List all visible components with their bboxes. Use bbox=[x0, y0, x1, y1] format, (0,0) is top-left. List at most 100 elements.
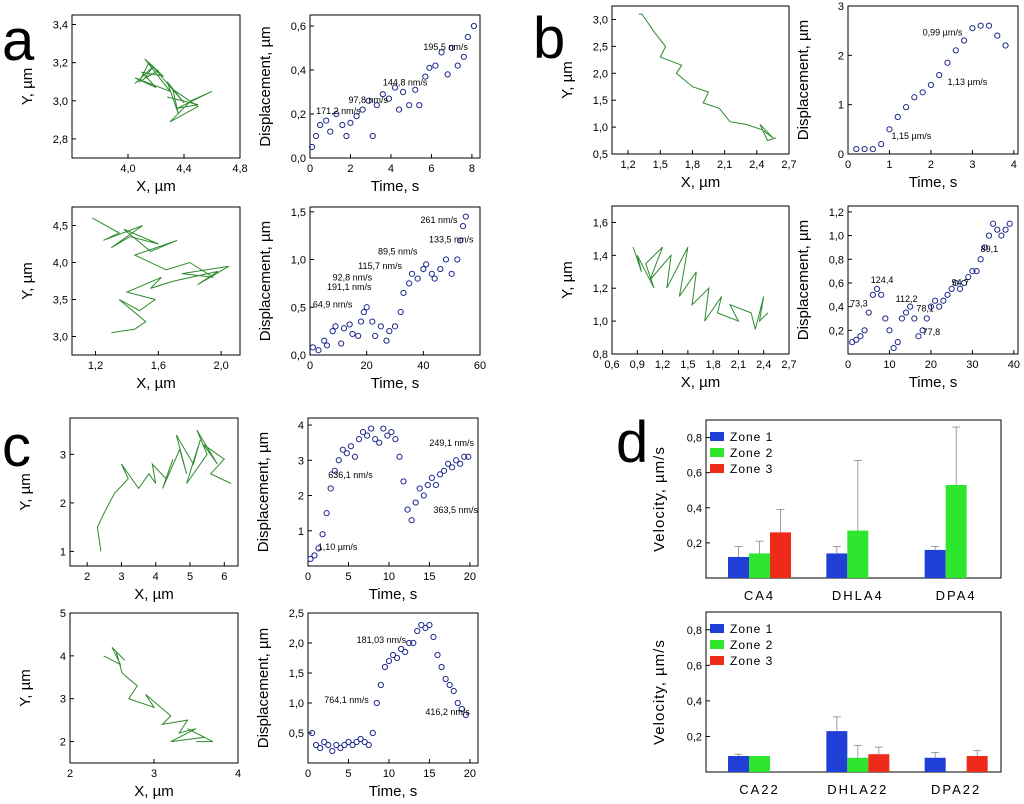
c-disp-1-data-point bbox=[372, 436, 379, 443]
c-disp-1-y-tick-label: 3 bbox=[298, 455, 304, 467]
a-disp-1-data-point bbox=[359, 106, 366, 113]
c-disp-1-data-point bbox=[323, 510, 330, 517]
a-disp-1-data-point bbox=[317, 121, 324, 129]
c-disp-1-data-point bbox=[396, 453, 403, 460]
c-disp-2-y-tick-label: 2,5 bbox=[289, 608, 304, 620]
b-disp-2-data-point bbox=[948, 285, 955, 292]
panel-label-b: b bbox=[533, 6, 566, 71]
a-disp-1-data-point bbox=[339, 121, 346, 129]
c-disp-2-data-point bbox=[402, 648, 409, 656]
c-disp-2-data-point bbox=[337, 744, 344, 752]
b-disp-2-velocity-annotation: 73,3 bbox=[850, 299, 868, 309]
b-disp-2-data-point bbox=[927, 303, 935, 310]
a-disp-2-data-point bbox=[414, 275, 421, 282]
a-disp-2-data-point bbox=[357, 318, 365, 325]
a-disp-2-data-point bbox=[391, 323, 399, 330]
c-disp-2-data-point bbox=[308, 729, 316, 737]
b-traj-2-plot-frame bbox=[611, 205, 790, 355]
c-disp-1-data-point bbox=[457, 460, 464, 467]
b-disp-2-x-tick-label: 20 bbox=[925, 359, 937, 371]
d-bar-2-bar bbox=[847, 757, 869, 772]
a-traj-2-x-tick-label: 1,2 bbox=[88, 360, 103, 372]
b-disp-1-velocity-annotation: 1,13 µm/s bbox=[948, 77, 988, 87]
b-disp-1-data-point bbox=[886, 126, 893, 133]
c-disp-1-data-point bbox=[347, 443, 355, 450]
b-traj-2-trajectory-line bbox=[632, 246, 769, 330]
c-disp-2-x-tick-label: 0 bbox=[305, 768, 311, 780]
c-disp-1-data-point bbox=[368, 425, 375, 432]
a-traj-2-y-tick-label: 3,5 bbox=[53, 295, 68, 307]
a-disp-1-y-tick-label: 0,6 bbox=[291, 21, 306, 33]
b-disp-1-velocity-annotation: 1,15 µm/s bbox=[892, 131, 932, 141]
c-disp-1-data-point bbox=[424, 481, 431, 489]
c-disp-2-velocity-annotation: 764,1 nm/s bbox=[324, 695, 369, 705]
c-disp-1-data-point bbox=[444, 460, 452, 467]
panel-label-d: d bbox=[616, 410, 649, 475]
a-disp-2-data-point bbox=[315, 347, 322, 354]
b-disp-2-y-tick-label: 0,8 bbox=[829, 254, 844, 266]
c-disp-2-data-point bbox=[389, 651, 397, 659]
b-disp-2-data-point bbox=[985, 232, 993, 239]
a-disp-2-data-point bbox=[377, 323, 384, 330]
a-traj-2-plot-frame bbox=[71, 206, 241, 356]
a-disp-2-velocity-annotation: 64,9 nm/s bbox=[313, 299, 353, 309]
b-traj-2-x-tick-label: 0,9 bbox=[630, 359, 645, 371]
c-disp-2-data-point bbox=[312, 741, 320, 749]
a-disp-1-data-point bbox=[399, 88, 407, 96]
a-disp-2-data-point bbox=[309, 344, 316, 351]
c-disp-2-data-point bbox=[377, 681, 384, 689]
b-disp-1-x-tick-label: 3 bbox=[969, 159, 975, 171]
c-disp-2-data-point bbox=[458, 705, 465, 713]
b-disp-1-y-tick-label: 0 bbox=[838, 149, 844, 161]
c-disp-1-velocity-annotation: 249,1 nm/s bbox=[429, 438, 474, 448]
c-traj-1-y-axis-label: Y, µm bbox=[17, 473, 34, 511]
b-traj-1-x-tick-label: 2,1 bbox=[717, 159, 732, 171]
d-bar-1-bar bbox=[924, 549, 946, 578]
c-disp-1-data-point bbox=[327, 485, 334, 492]
b-disp-2-x-tick-label: 10 bbox=[883, 359, 895, 371]
a-disp-1-data-point bbox=[347, 119, 354, 126]
c-disp-2-y-axis-label: Displacement, µm bbox=[255, 628, 272, 748]
b-disp-1-x-tick-label: 4 bbox=[1011, 159, 1017, 171]
b-disp-1-data-point bbox=[911, 94, 918, 101]
d-bar-2-category-label: CA22 bbox=[739, 782, 780, 797]
a-disp-2-data-point bbox=[338, 340, 345, 347]
b-disp-1-data-point bbox=[936, 71, 943, 79]
b-disp-2-x-tick-label: 40 bbox=[1008, 359, 1020, 371]
a-disp-2-data-point bbox=[323, 342, 331, 349]
c-disp-2-data-point bbox=[397, 645, 405, 653]
a-traj-1-trajectory-line bbox=[134, 58, 213, 123]
b-disp-1-y-tick-label: 1 bbox=[838, 100, 844, 112]
a-disp-1-data-point bbox=[454, 62, 461, 69]
a-disp-2-x-tick-label: 0 bbox=[307, 360, 313, 372]
d-bar-1-category-label: DHLA4 bbox=[832, 588, 884, 603]
a-disp-1-plot-frame bbox=[309, 14, 481, 159]
b-disp-2-data-point bbox=[898, 315, 906, 322]
d-bar-2-bar bbox=[826, 731, 848, 772]
b-traj-1-y-tick-label: 3,0 bbox=[593, 14, 608, 26]
a-disp-2-data-point bbox=[383, 337, 390, 344]
a-disp-1-data-point bbox=[343, 132, 350, 140]
d-bar-2-y-tick-label: 0,4 bbox=[687, 696, 702, 708]
b-disp-2-data-point bbox=[869, 291, 876, 298]
c-disp-2-data-point bbox=[369, 729, 376, 737]
c-traj-2-x-tick-label: 4 bbox=[235, 768, 241, 780]
d-bar-1-bar bbox=[826, 553, 848, 578]
c-disp-2-x-axis-label: Time, s bbox=[369, 783, 418, 800]
b-disp-2-y-tick-label: 1,0 bbox=[829, 231, 844, 243]
b-traj-1-trajectory-line bbox=[638, 13, 777, 142]
b-disp-2-data-point bbox=[907, 303, 914, 310]
a-traj-1-x-tick-label: 4,8 bbox=[232, 163, 247, 175]
b-disp-1-velocity-annotation: 0,99 µm/s bbox=[923, 28, 963, 38]
d-bar-2-bar bbox=[749, 756, 770, 772]
b-traj-1-plot-frame bbox=[611, 5, 790, 155]
b-disp-2-data-point bbox=[998, 232, 1005, 239]
c-disp-1-data-point bbox=[376, 439, 383, 446]
a-disp-1-velocity-annotation: 144,8 nm/s bbox=[383, 77, 428, 87]
b-disp-2-data-point bbox=[952, 279, 959, 287]
c-disp-1-data-point bbox=[408, 517, 415, 524]
b-disp-1-data-point bbox=[853, 145, 860, 153]
b-disp-1-plot-frame bbox=[847, 5, 1019, 155]
a-disp-2-y-tick-label: 1,0 bbox=[291, 255, 306, 267]
